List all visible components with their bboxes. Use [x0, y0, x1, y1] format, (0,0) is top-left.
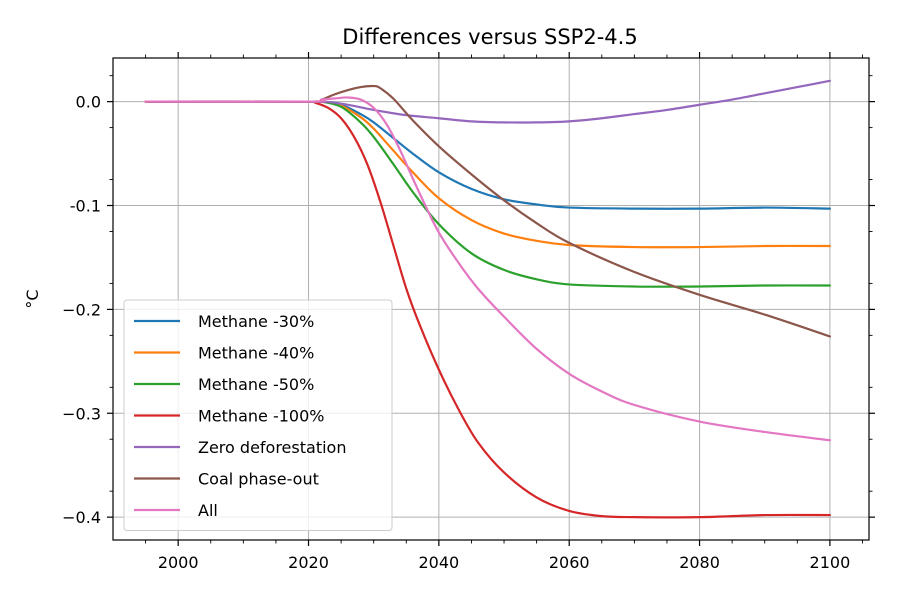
- series-line-6: [144, 84, 831, 338]
- x-tick-label: 2000: [158, 553, 199, 572]
- y-tick-label: -0.1: [70, 197, 101, 216]
- series-line-5: [144, 79, 831, 124]
- legend-box: [123, 299, 393, 531]
- y-axis-label: °C: [23, 289, 42, 308]
- legend-label: Zero deforestation: [198, 438, 346, 457]
- x-tick-label: 2080: [679, 553, 720, 572]
- chart-title: Differences versus SSP2-4.5: [342, 25, 637, 49]
- y-tick-label: −0.4: [62, 508, 101, 527]
- legend: Methane -30% Methane -40% Methane -50% Meth…: [123, 299, 393, 531]
- legend-label: All: [198, 501, 218, 520]
- series-lines: [144, 79, 831, 519]
- y-tick-label: −0.2: [62, 300, 101, 319]
- y-tick-label: 0.0: [76, 93, 101, 112]
- plot-frame: [112, 57, 870, 541]
- y-tick-label: −0.3: [62, 404, 101, 423]
- series-line-2: [144, 100, 831, 249]
- legend-label: Coal phase-out: [198, 470, 319, 489]
- x-tick-label: 2060: [549, 553, 590, 572]
- legend-label: Methane -40%: [198, 344, 314, 363]
- series-line-4: [144, 100, 831, 519]
- x-tick-label: 2100: [810, 553, 851, 572]
- x-tick-label: 2040: [419, 553, 460, 572]
- legend-label: Methane -100%: [198, 407, 324, 426]
- x-tick-label: 2020: [288, 553, 329, 572]
- axis-ticks: 2000 2020 2040 2060 2080 2100 0.0 -0.1 −0.2 −0.3 −…: [62, 52, 875, 572]
- series-line-1: [144, 100, 831, 210]
- legend-label: Methane -30%: [198, 312, 314, 331]
- series-line-7: [144, 96, 831, 442]
- legend-label: Methane -50%: [198, 375, 314, 394]
